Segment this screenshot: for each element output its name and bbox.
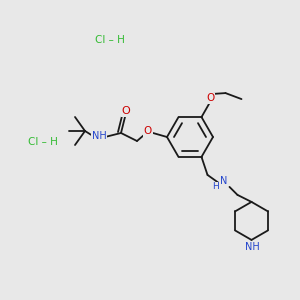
Text: NH: NH bbox=[92, 131, 106, 141]
Text: Cl – H: Cl – H bbox=[95, 35, 125, 45]
Text: O: O bbox=[122, 106, 130, 116]
Text: Cl – H: Cl – H bbox=[28, 137, 58, 147]
Text: H: H bbox=[212, 182, 219, 191]
Text: O: O bbox=[144, 126, 152, 136]
Text: N: N bbox=[220, 176, 227, 186]
Text: O: O bbox=[206, 93, 214, 103]
Text: NH: NH bbox=[245, 242, 260, 252]
